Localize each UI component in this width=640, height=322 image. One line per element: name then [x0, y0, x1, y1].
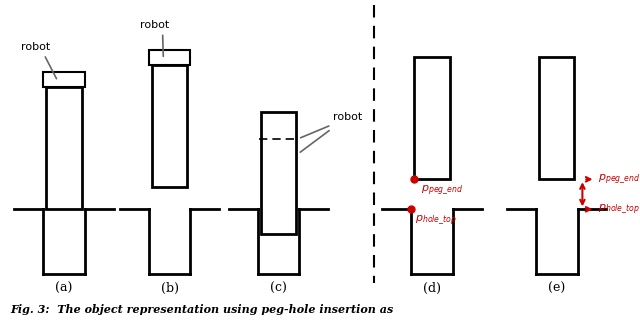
Text: $p_{\mathit{hole\_top}}$: $p_{\mathit{hole\_top}}$: [415, 213, 457, 227]
Text: Fig. 3:  The object representation using peg-hole insertion as: Fig. 3: The object representation using …: [10, 304, 393, 315]
Text: $p_{\mathit{peg\_end}}$: $p_{\mathit{peg\_end}}$: [598, 173, 640, 186]
Text: (e): (e): [548, 282, 565, 295]
Text: (b): (b): [161, 282, 179, 295]
Bar: [152, 65, 188, 187]
Bar: [149, 51, 191, 65]
Bar: [46, 87, 82, 209]
Text: $p_{\mathit{hole\_top}}$: $p_{\mathit{hole\_top}}$: [598, 203, 640, 216]
Bar: [261, 112, 296, 234]
Text: robot: robot: [140, 21, 169, 31]
Text: (d): (d): [423, 282, 441, 295]
Text: robot: robot: [333, 112, 363, 122]
Text: (a): (a): [55, 282, 73, 295]
Bar: [44, 72, 85, 87]
Bar: [415, 57, 449, 179]
Text: robot: robot: [21, 43, 51, 52]
Text: (c): (c): [270, 282, 287, 295]
Text: $p_{\mathit{peg\_end}}$: $p_{\mathit{peg\_end}}$: [421, 183, 464, 197]
Bar: [539, 57, 575, 179]
